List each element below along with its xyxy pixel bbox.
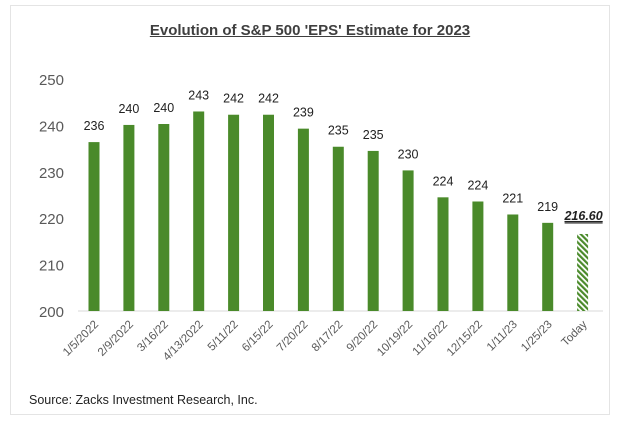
data-label: 240 [153,101,174,115]
bar [367,150,379,311]
bar [193,111,205,311]
y-tick-label: 210 [39,258,64,275]
bar [88,142,100,311]
data-label: 235 [363,128,384,142]
y-tick-label: 240 [39,118,64,135]
x-tick-label: 2/9/2022 [96,319,136,359]
y-tick-label: 220 [39,211,64,228]
x-tick-label: 12/15/22 [445,319,485,359]
x-tick-label: 6/15/22 [240,319,276,355]
data-label: 239 [293,106,314,120]
bar [158,124,170,312]
bar [297,128,309,311]
x-tick-label: 1/11/23 [485,319,520,354]
bar [332,146,344,311]
data-label: 224 [467,178,488,192]
x-tick-label: 5/11/22 [206,319,241,354]
x-tick-label: 3/16/22 [135,319,171,355]
x-tick-label: 7/20/22 [275,319,311,355]
data-label: 243 [188,88,209,102]
data-label: 240 [118,102,139,116]
bar [228,114,240,311]
data-label: 236 [84,119,105,133]
x-tick-label: 11/16/22 [411,319,451,359]
x-tick-label: 1/25/23 [519,319,555,355]
data-label-highlight: 216.60 [563,209,602,223]
x-tick-label: 1/5/2022 [61,319,101,359]
y-tick-label: 230 [39,165,64,182]
data-label: 224 [433,174,454,188]
data-label: 235 [328,124,349,138]
chart-title: Evolution of S&P 500 'EPS' Estimate for … [149,22,471,39]
x-tick-label: Today [560,318,590,348]
y-tick-label: 250 [39,72,64,89]
bar [577,233,589,311]
bar [472,201,484,311]
data-label: 221 [502,191,523,205]
data-label: 219 [537,200,558,214]
x-tick-label: 9/20/22 [345,319,381,355]
x-tick-label: 10/19/22 [375,319,415,359]
bar [263,114,274,311]
y-tick-label: 200 [39,304,64,321]
data-label: 242 [258,92,279,106]
chart-frame [10,5,610,415]
x-tick-label: 8/17/22 [310,319,346,355]
source-note: Source: Zacks Investment Research, Inc. [29,393,258,407]
data-label: 230 [398,147,419,161]
data-label: 242 [223,92,244,106]
bar [123,124,135,311]
bar [437,197,449,311]
bar [542,222,554,311]
bar [402,170,414,311]
bar [507,214,519,311]
